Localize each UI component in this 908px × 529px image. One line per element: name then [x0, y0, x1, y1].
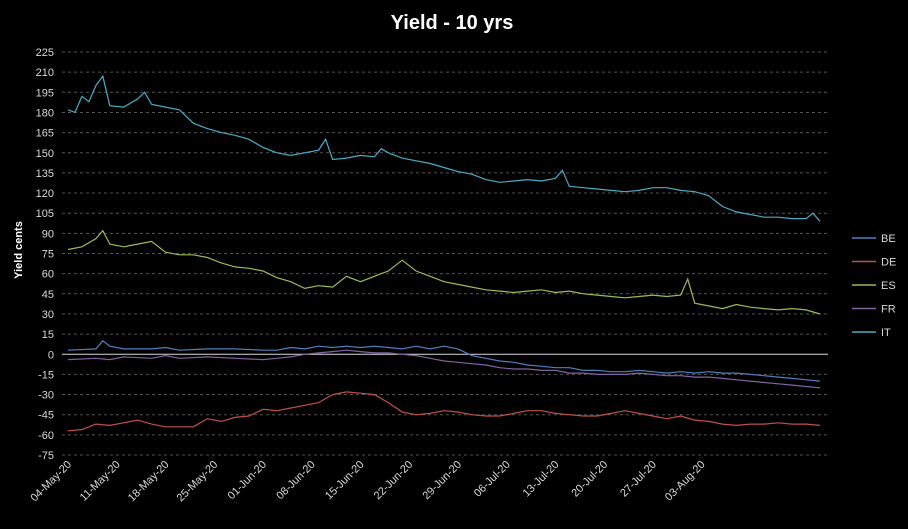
y-tick-label: 195 — [36, 87, 54, 99]
series-line-fr — [67, 349, 821, 389]
legend-label-es: ES — [881, 280, 896, 292]
series-line-es — [67, 229, 821, 315]
y-tick-label: 225 — [36, 47, 54, 59]
legend-label-fr: FR — [881, 304, 896, 316]
y-tick-label: -60 — [38, 430, 54, 442]
legend: BE DE ES FR IT — [852, 233, 896, 339]
series-line-de — [67, 391, 821, 432]
y-tick-label: 165 — [36, 128, 54, 140]
y-tick-label: 15 — [42, 329, 54, 341]
y-tick-label: 135 — [36, 168, 54, 180]
y-tick-label: 60 — [42, 269, 54, 281]
y-tick-label: -75 — [38, 450, 54, 462]
chart-title: Yield - 10 yrs — [391, 12, 514, 34]
y-tick-labels: 2252101951801651501351201059075604530150… — [36, 47, 54, 462]
y-tick-label: -15 — [38, 369, 54, 381]
y-tick-label: -45 — [38, 410, 54, 422]
legend-label-it: IT — [881, 327, 891, 339]
y-tick-label: 180 — [36, 107, 54, 119]
y-tick-label: 210 — [36, 67, 54, 79]
y-tick-label: -30 — [38, 390, 54, 402]
y-tick-label: 0 — [48, 349, 54, 361]
y-tick-label: 120 — [36, 188, 54, 200]
y-tick-label: 90 — [42, 228, 54, 240]
legend-label-de: DE — [881, 257, 896, 269]
series-line-be — [67, 339, 821, 382]
series-line-it — [67, 74, 821, 222]
y-tick-label: 150 — [36, 148, 54, 160]
y-tick-label: 75 — [42, 249, 54, 261]
y-tick-label: 30 — [42, 309, 54, 321]
y-tick-label: 105 — [36, 208, 54, 220]
series-lines — [67, 74, 821, 432]
y-tick-label: 45 — [42, 289, 54, 301]
y-axis-label: Yield cents — [13, 221, 25, 279]
legend-label-be: BE — [881, 233, 896, 245]
